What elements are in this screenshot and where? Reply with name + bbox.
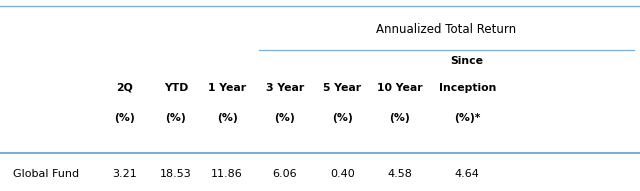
Text: 3.21: 3.21 [113,169,137,179]
Text: (%): (%) [390,113,410,123]
Text: Since: Since [451,56,484,66]
Text: 2Q: 2Q [116,83,133,93]
Text: 4.64: 4.64 [455,169,479,179]
Text: YTD: YTD [164,83,188,93]
Text: 0.40: 0.40 [330,169,355,179]
Text: Inception: Inception [438,83,496,93]
Text: 1 Year: 1 Year [208,83,246,93]
Text: 18.53: 18.53 [160,169,192,179]
Text: 10 Year: 10 Year [377,83,423,93]
Text: (%): (%) [332,113,353,123]
Text: Global Fund: Global Fund [13,169,79,179]
Text: 11.86: 11.86 [211,169,243,179]
Text: Annualized Total Return: Annualized Total Return [376,23,516,36]
Text: 4.58: 4.58 [388,169,412,179]
Text: (%)*: (%)* [454,113,481,123]
Text: 6.06: 6.06 [273,169,297,179]
Text: 5 Year: 5 Year [323,83,362,93]
Text: (%): (%) [275,113,295,123]
Text: (%): (%) [115,113,135,123]
Text: (%): (%) [166,113,186,123]
Text: 3 Year: 3 Year [266,83,304,93]
Text: (%): (%) [217,113,237,123]
